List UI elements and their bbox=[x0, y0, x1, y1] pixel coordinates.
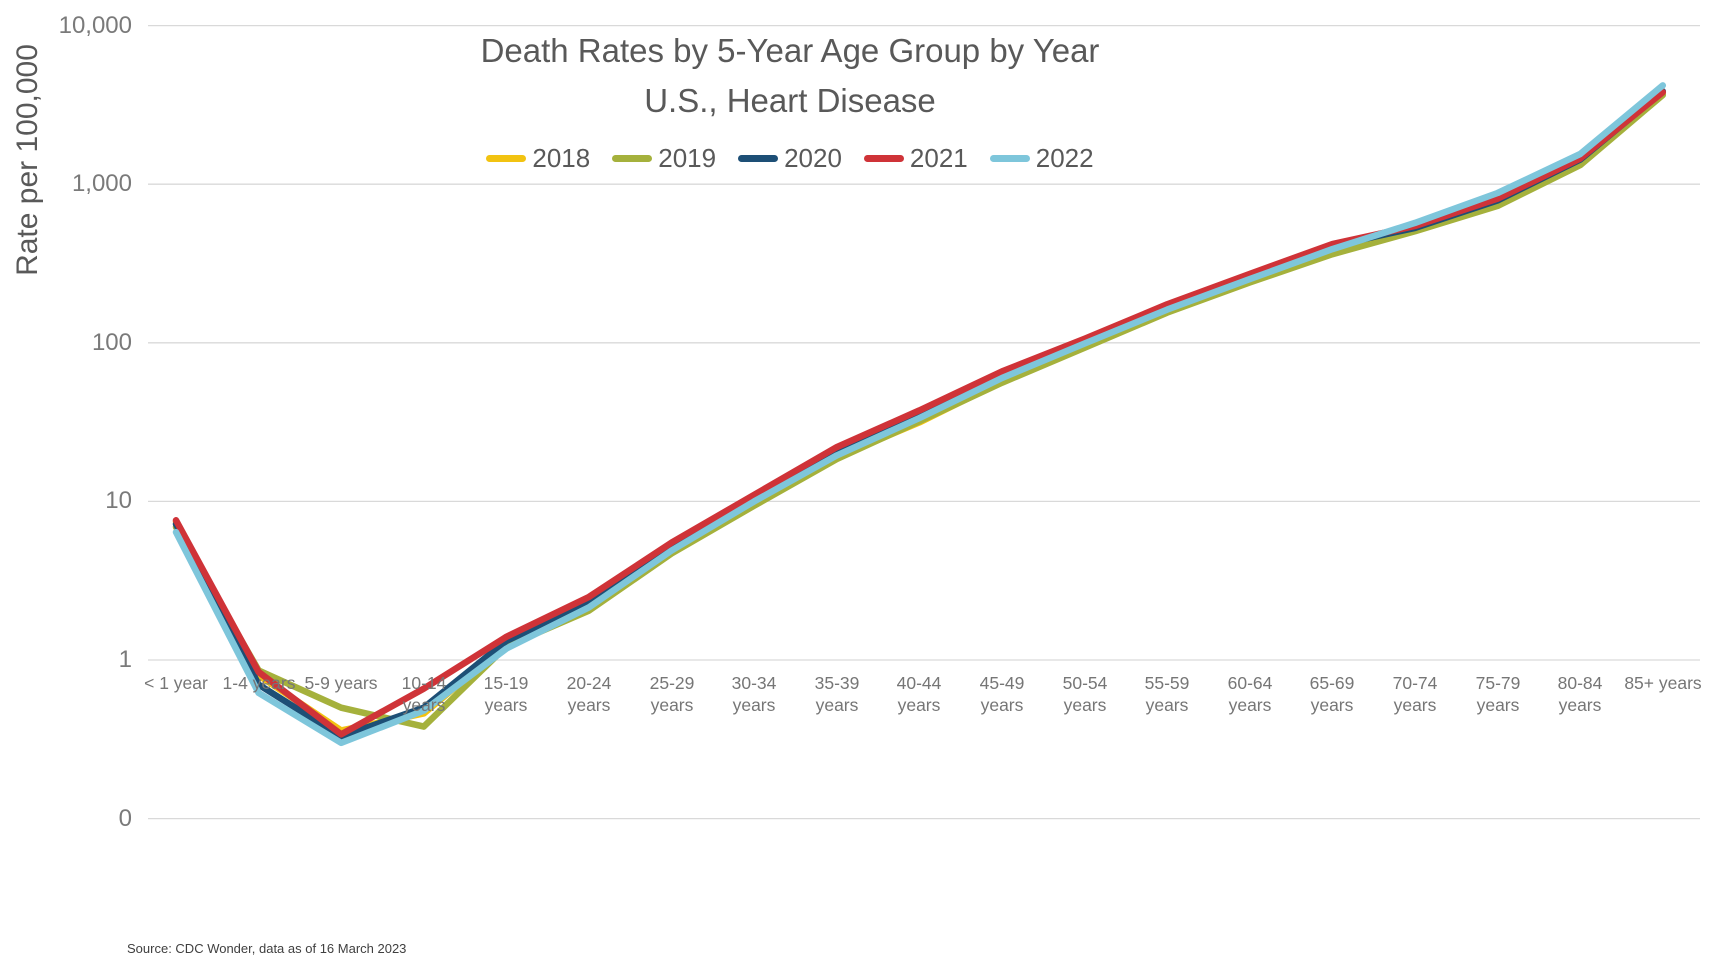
legend-swatch-icon bbox=[989, 154, 1030, 162]
legend-swatch-icon bbox=[863, 154, 904, 162]
chart-title-line2: U.S., Heart Disease bbox=[644, 82, 936, 119]
legend-label: 2020 bbox=[784, 143, 842, 173]
y-axis-title: Rate per 100,000 bbox=[11, 44, 44, 276]
x-axis-label: 20-24 years bbox=[566, 673, 612, 715]
x-axis-label: 40-44 years bbox=[896, 673, 942, 715]
y-tick-label: 1 bbox=[118, 646, 132, 673]
legend-item-2021: 2021 bbox=[863, 143, 968, 173]
x-axis-label: 30-34 years bbox=[731, 673, 777, 715]
x-axis-label: 55-59 years bbox=[1144, 673, 1190, 715]
y-tick-label: 0 bbox=[118, 805, 132, 832]
y-tick-label: 1,000 bbox=[71, 170, 132, 197]
y-tick-label: 100 bbox=[91, 329, 132, 356]
series-line-2022 bbox=[172, 82, 1667, 747]
x-axis-label: 25-29 years bbox=[649, 673, 695, 715]
x-axis-label: 35-39 years bbox=[814, 673, 860, 715]
series-line-2021 bbox=[172, 88, 1667, 738]
chart-title-line1: Death Rates by 5-Year Age Group by Year bbox=[480, 32, 1100, 69]
legend-item-2020: 2020 bbox=[738, 143, 842, 173]
x-axis-label: 45-49 years bbox=[979, 673, 1025, 715]
x-axis-label: < 1 year bbox=[144, 673, 208, 693]
source-note: Source: CDC Wonder, data as of 16 March … bbox=[127, 941, 407, 956]
legend-label: 2021 bbox=[909, 143, 968, 173]
x-axis-label: 1-4 years bbox=[222, 673, 296, 693]
legend-swatch-icon bbox=[612, 154, 653, 162]
legend-item-2018: 2018 bbox=[486, 143, 590, 173]
chart-legend: 2018 2019 2020 2021 2022 bbox=[60, 142, 1520, 174]
x-axis-label: 70-74 years bbox=[1392, 673, 1438, 715]
y-tick-label: 10,000 bbox=[58, 12, 132, 39]
x-axis-label: 65-69 years bbox=[1309, 673, 1355, 715]
x-axis-label: 85+ years bbox=[1624, 673, 1702, 693]
x-axis-label: 75-79 years bbox=[1475, 673, 1521, 715]
legend-label: 2019 bbox=[658, 143, 717, 173]
y-tick-label: 10 bbox=[105, 487, 132, 514]
legend-label: 2022 bbox=[1035, 143, 1094, 173]
chart-title: Death Rates by 5-Year Age Group by Year … bbox=[60, 26, 1520, 126]
legend-swatch-icon bbox=[738, 154, 779, 162]
x-axis-label: 5-9 years bbox=[304, 673, 378, 693]
x-axis-label: 80-84 years bbox=[1557, 673, 1603, 715]
x-axis-label: 10-14 years bbox=[401, 673, 447, 715]
x-axis-label: 60-64 years bbox=[1227, 673, 1273, 715]
legend-swatch-icon bbox=[486, 154, 527, 162]
x-axis-label: 15-19 years bbox=[483, 673, 529, 715]
legend-item-2022: 2022 bbox=[989, 143, 1094, 173]
legend-label: 2018 bbox=[532, 143, 591, 173]
x-axis-label: 50-54 years bbox=[1062, 673, 1108, 715]
legend-item-2019: 2019 bbox=[612, 143, 716, 173]
